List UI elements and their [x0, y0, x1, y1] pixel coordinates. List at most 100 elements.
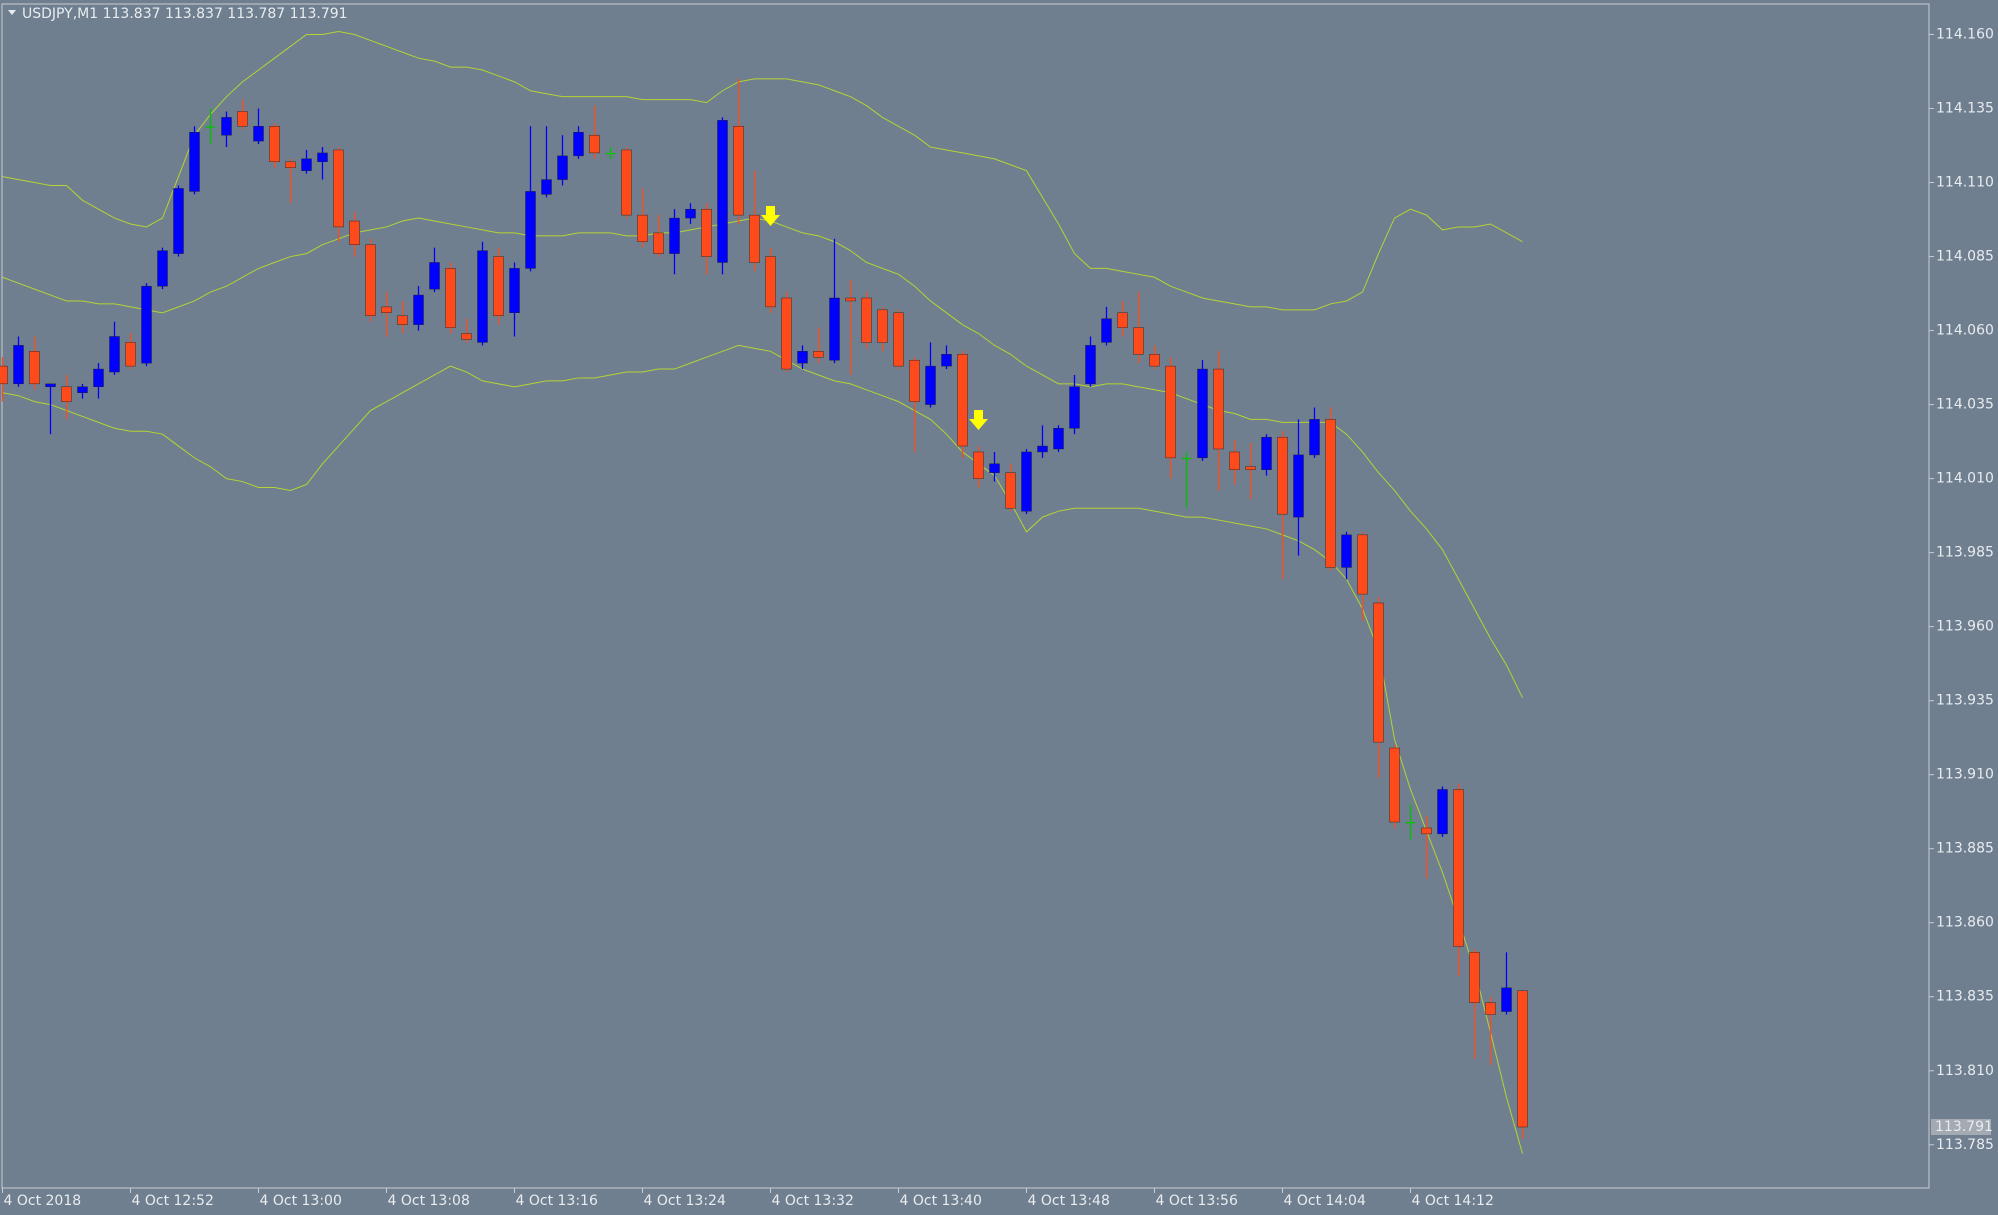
y-tick-label: 113.785: [1936, 1137, 1994, 1153]
y-tick-label: 113.860: [1936, 915, 1994, 931]
candle-body: [989, 463, 1000, 473]
candle-body: [813, 351, 824, 358]
candle-body: [157, 250, 168, 287]
candle-body: [525, 191, 536, 269]
candle-body: [1325, 419, 1336, 568]
candle-body: [1069, 386, 1080, 429]
candle-body: [61, 386, 72, 402]
candle-body: [1149, 354, 1160, 367]
candle-body: [1293, 454, 1304, 518]
candle-body: [397, 315, 408, 325]
y-tick-label: 113.810: [1936, 1063, 1994, 1079]
band-upper: [2, 31, 1523, 311]
candle-body: [93, 368, 104, 388]
candle-body: [125, 342, 136, 367]
menu-triangle[interactable]: [8, 10, 16, 15]
candle-body: [861, 297, 872, 343]
x-tick-label: 4 Oct 13:32: [772, 1193, 854, 1209]
candle-body: [717, 120, 728, 263]
y-tick-label: 114.110: [1936, 175, 1994, 191]
candle-body: [477, 250, 488, 343]
candle-body: [509, 268, 520, 314]
candle-body: [621, 149, 632, 216]
candle-body: [1197, 368, 1208, 459]
x-tick-label: 4 Oct 14:12: [1412, 1193, 1494, 1209]
candle-body: [877, 309, 888, 343]
band-middle: [2, 217, 1523, 698]
candle-body: [301, 158, 312, 171]
candle-body: [1165, 365, 1176, 459]
candle-body: [1085, 345, 1096, 385]
y-tick-label: 114.085: [1936, 249, 1994, 265]
candle-body: [797, 351, 808, 364]
plot-frame: [1, 3, 1930, 1189]
candle-body: [605, 152, 616, 155]
x-tick-label: 4 Oct 14:04: [1284, 1193, 1366, 1209]
candle-body: [1133, 327, 1144, 355]
y-tick-label: 113.885: [1936, 841, 1994, 857]
candle-body: [1117, 312, 1128, 328]
candle-body: [1021, 451, 1032, 512]
x-tick-label: 4 Oct 13:00: [260, 1193, 342, 1209]
candle-body: [829, 297, 840, 361]
candle-body: [973, 451, 984, 479]
candle-body: [1181, 457, 1192, 460]
candle-body: [1437, 789, 1448, 835]
candle-body: [685, 208, 696, 219]
y-tick-label: 114.135: [1936, 101, 1994, 117]
candle-body: [589, 134, 600, 154]
candle-body: [173, 188, 184, 254]
x-tick-label: 4 Oct 13:24: [644, 1193, 726, 1209]
candle-body: [941, 354, 952, 367]
sell-arrow: [761, 206, 780, 226]
candle-body: [1245, 466, 1256, 470]
candle-body: [1405, 822, 1416, 824]
y-tick-label: 114.035: [1936, 397, 1994, 413]
candle-body: [269, 126, 280, 163]
candle-body: [1469, 952, 1480, 1003]
candle-body: [13, 345, 24, 385]
candle-body: [845, 297, 856, 302]
candle-body: [1389, 747, 1400, 823]
candle-body: [1309, 419, 1320, 456]
x-tick-label: 4 Oct 12:52: [132, 1193, 214, 1209]
candle-body: [413, 294, 424, 325]
candle-body: [765, 256, 776, 308]
candle-body: [365, 244, 376, 316]
candle-body: [1005, 472, 1016, 509]
candle-body: [669, 217, 680, 254]
candle-body: [109, 336, 120, 373]
candle-body: [781, 297, 792, 370]
x-tick-label: 4 Oct 13:08: [388, 1193, 470, 1209]
x-tick-label: 4 Oct 13:16: [516, 1193, 598, 1209]
price-tag: 113.791: [1935, 1119, 1993, 1135]
candle-body: [653, 232, 664, 254]
candle-body: [461, 333, 472, 340]
candle-body: [701, 208, 712, 257]
y-tick-label: 114.060: [1936, 323, 1994, 339]
x-tick-label: 4 Oct 13:48: [1028, 1193, 1110, 1209]
candle-body: [1421, 827, 1432, 835]
signal-arrows: [761, 206, 988, 430]
candle-body: [349, 220, 360, 245]
candle-body: [205, 126, 216, 128]
candle-body: [1373, 602, 1384, 743]
candle-body: [333, 149, 344, 228]
x-tick-label: 4 Oct 13:40: [900, 1193, 982, 1209]
candle-body: [733, 126, 744, 216]
candle-body: [45, 383, 56, 388]
chart-title: USDJPY,M1 113.837 113.837 113.787 113.79…: [22, 6, 348, 22]
candle-body: [77, 386, 88, 393]
candle-body: [909, 359, 920, 402]
y-tick-label: 113.935: [1936, 693, 1994, 709]
y-tick-label: 114.010: [1936, 471, 1994, 487]
candle-body: [749, 214, 760, 263]
candle-body: [0, 365, 8, 385]
candle-body: [893, 312, 904, 367]
candle-body: [957, 354, 968, 447]
y-tick-label: 113.960: [1936, 619, 1994, 635]
candle-body: [1453, 789, 1464, 947]
